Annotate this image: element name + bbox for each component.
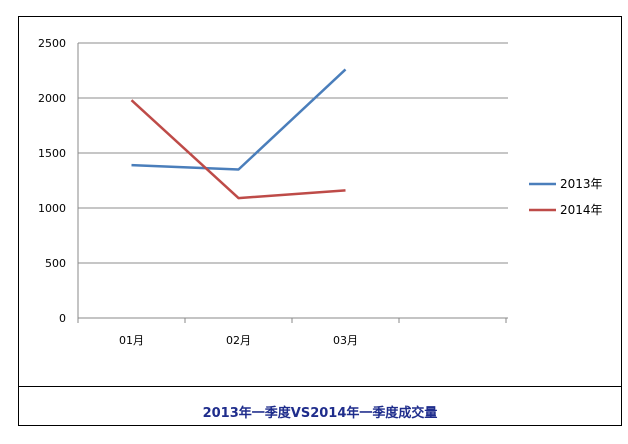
x-tick-label: 03月 [333, 334, 358, 347]
chart-title: 2013年一季度VS2014年一季度成交量 [202, 406, 438, 421]
y-tick-label: 1500 [38, 147, 66, 160]
y-tick-label: 1000 [38, 202, 66, 215]
series-line-2013年 [131, 68, 347, 171]
x-tick-label: 02月 [226, 334, 251, 347]
y-tick-label: 2000 [38, 92, 66, 105]
series-line-2014年 [130, 99, 346, 200]
chart-frame: 2013年一季度VS2014年一季度成交量 [18, 16, 622, 426]
x-tick-label: 01月 [119, 334, 144, 347]
caption-divider [19, 386, 621, 387]
legend-label: 2013年 [560, 177, 603, 191]
y-tick-label: 2500 [38, 37, 66, 50]
legend-label: 2014年 [560, 203, 603, 217]
y-tick-label: 500 [45, 257, 66, 270]
y-tick-label: 0 [59, 312, 66, 325]
